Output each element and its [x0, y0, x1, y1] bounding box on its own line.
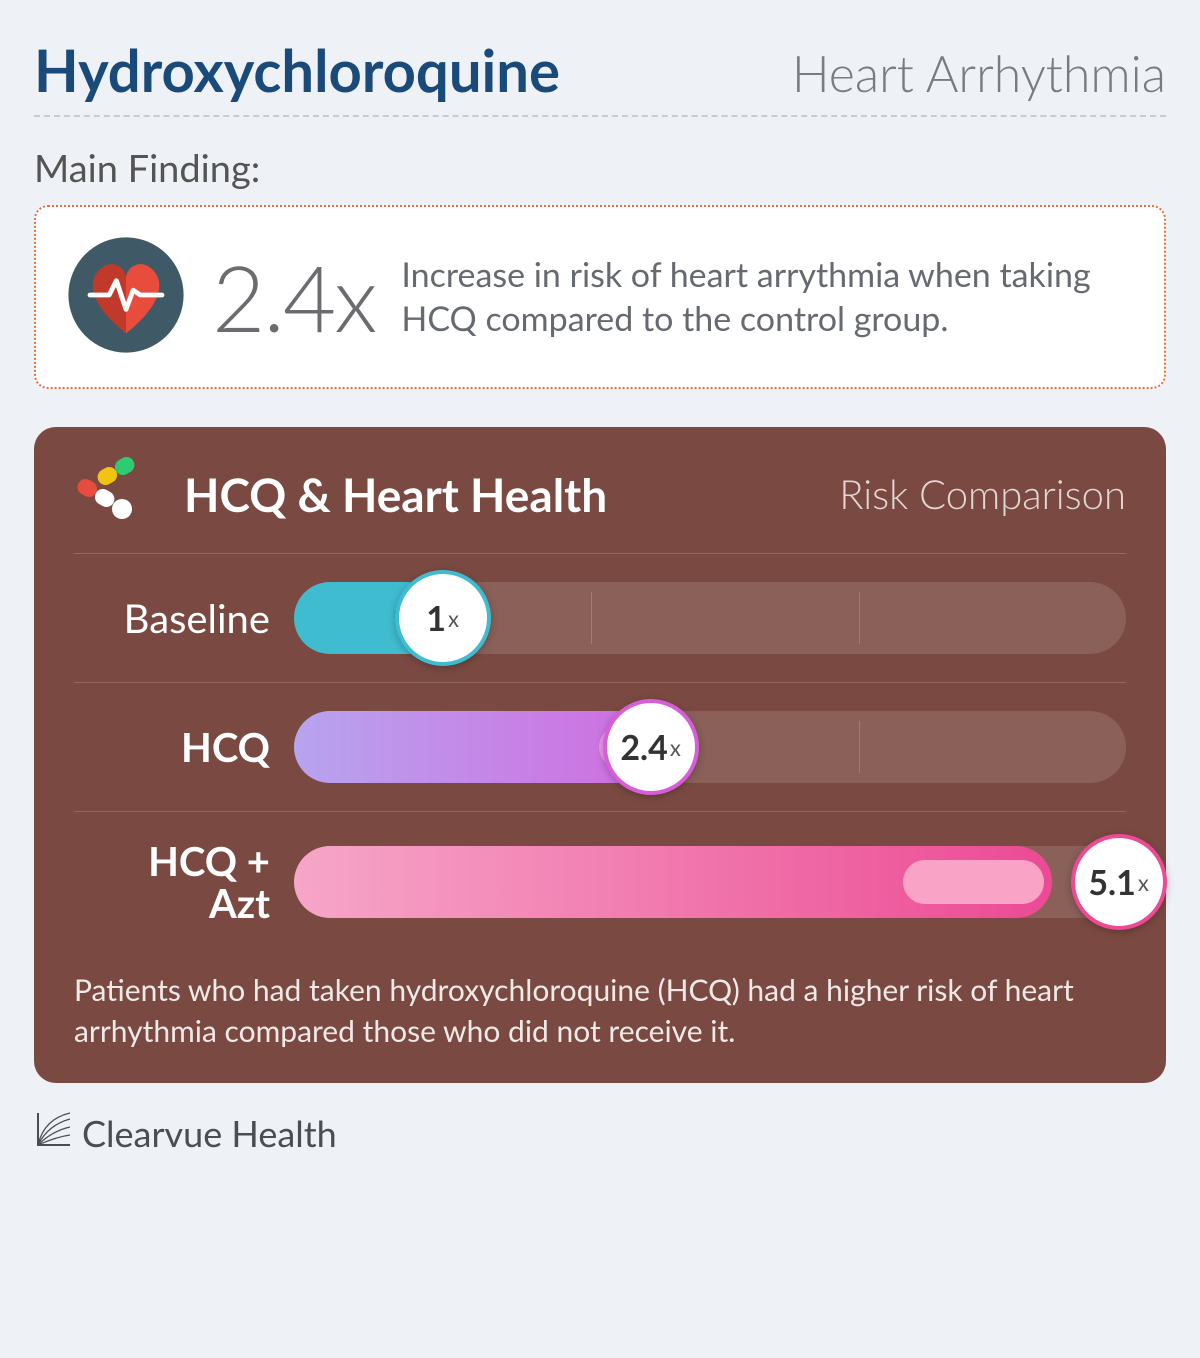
finding-card: 2.4x Increase in risk of heart arrythmia…	[34, 205, 1166, 389]
page-title: Hydroxychloroquine	[34, 36, 560, 105]
finding-section-label: Main Finding:	[34, 145, 1166, 191]
finding-description: Increase in risk of heart arrythmia when…	[401, 253, 1134, 340]
chart-row: Baseline1x	[74, 554, 1126, 683]
heart-icon	[66, 235, 186, 359]
chart-header: HCQ & Heart Health Risk Comparison	[74, 457, 1126, 554]
pills-icon	[74, 457, 164, 531]
risk-comparison-card: HCQ & Heart Health Risk Comparison Basel…	[34, 427, 1166, 1083]
chart-row: HCQ +Azt5.1x	[74, 812, 1126, 952]
brand: Clearvue Health	[34, 1109, 1166, 1157]
finding-value: 2.4x	[212, 251, 375, 343]
bar-fill	[294, 711, 651, 783]
row-label: HCQ +Azt	[74, 840, 294, 924]
value-knob: 2.4x	[603, 699, 699, 795]
chart-title: HCQ & Heart Health	[184, 467, 607, 522]
page-subtitle: Heart Arrhythmia	[792, 43, 1166, 103]
chart-row: HCQ2.4x	[74, 683, 1126, 812]
row-label: Baseline	[74, 597, 294, 639]
chart-rows: Baseline1xHCQ2.4xHCQ +Azt5.1x	[74, 554, 1126, 952]
value-knob: 5.1x	[1071, 834, 1167, 930]
bar-track: 5.1x	[294, 846, 1126, 918]
value-knob: 1x	[395, 570, 491, 666]
chart-subtitle: Risk Comparison	[839, 470, 1126, 518]
page: Hydroxychloroquine Heart Arrhythmia Main…	[0, 0, 1200, 1177]
header: Hydroxychloroquine Heart Arrhythmia	[34, 36, 1166, 117]
chart-footer: Patients who had taken hydroxychloroquin…	[74, 970, 1126, 1051]
bar-track: 2.4x	[294, 711, 1126, 783]
brand-text: Clearvue Health	[82, 1111, 337, 1155]
brand-logo-icon	[34, 1109, 74, 1157]
bar-track: 1x	[294, 582, 1126, 654]
row-label: HCQ	[74, 726, 294, 768]
